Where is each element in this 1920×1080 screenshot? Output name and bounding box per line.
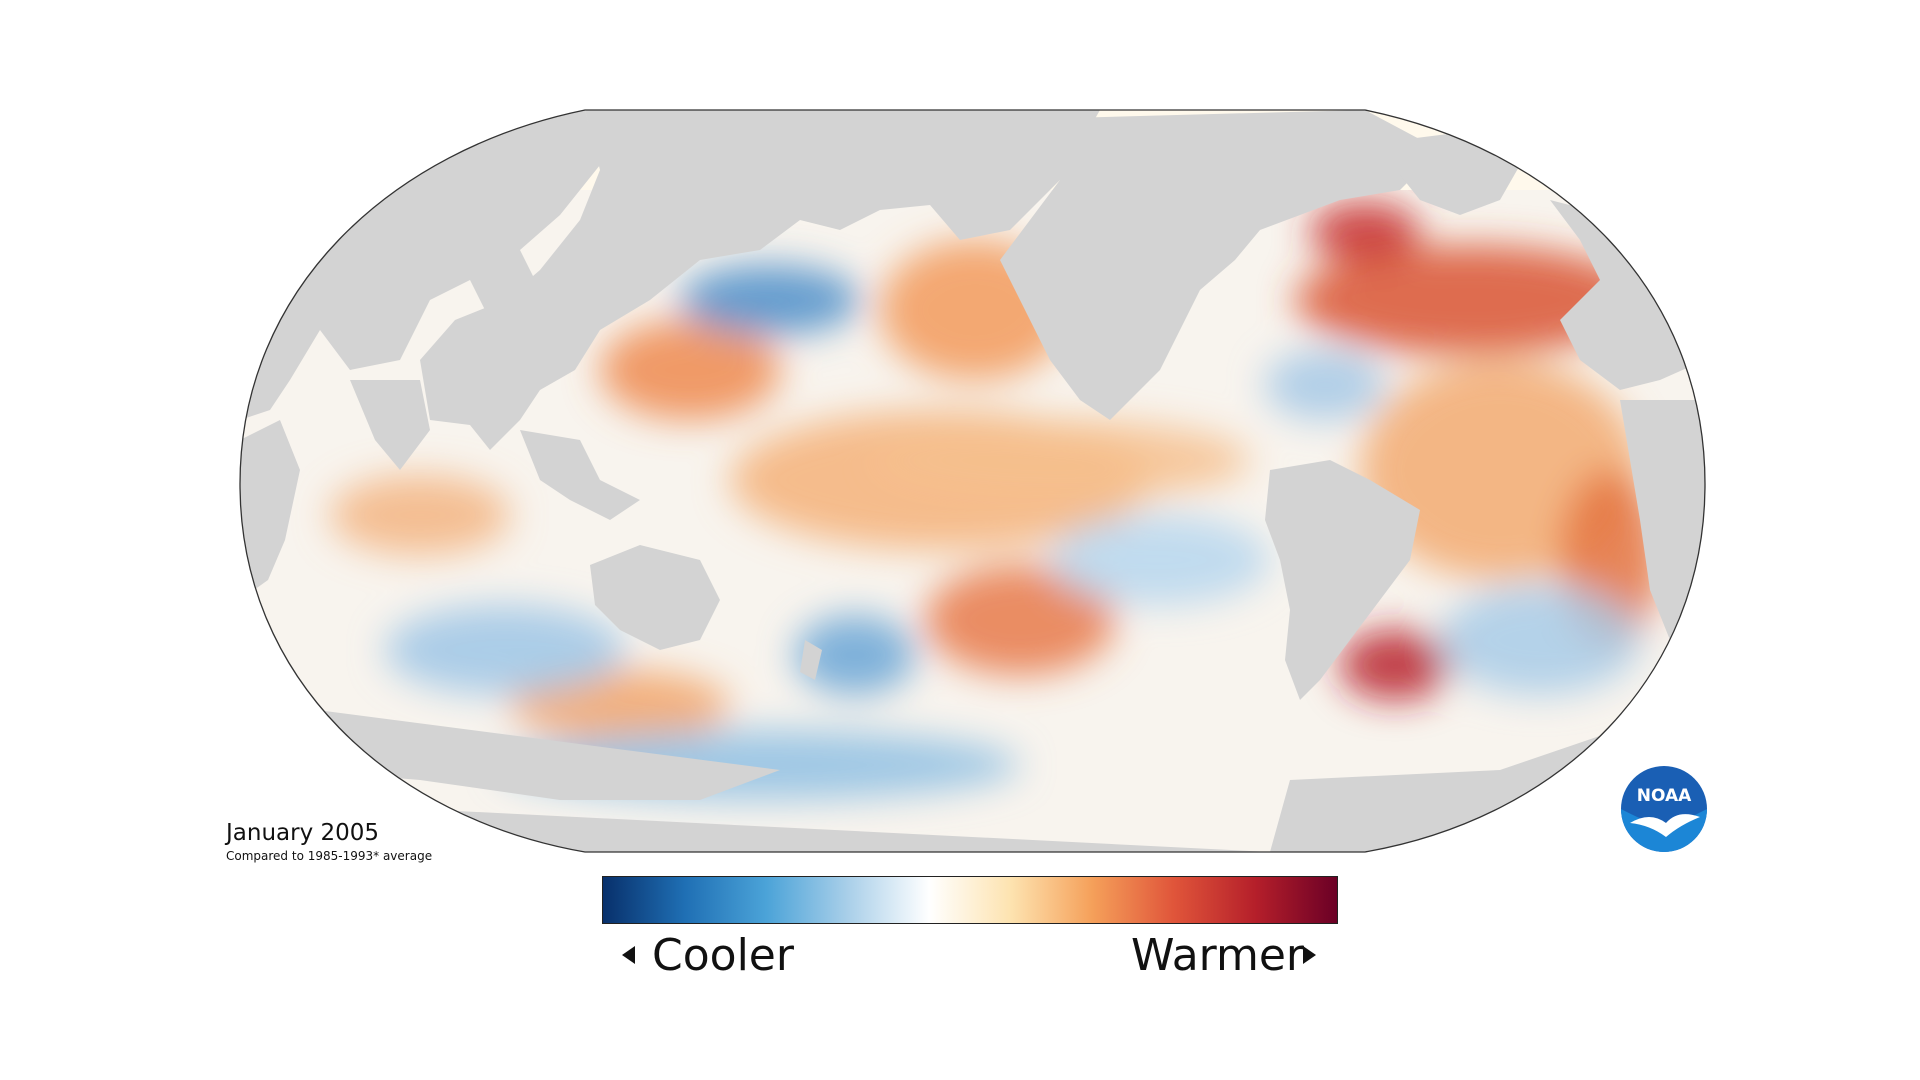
anomaly-south-atlantic-cool: [1440, 585, 1640, 695]
land-masses: [240, 110, 1705, 852]
anomaly-layer: [330, 202, 1660, 800]
globe-outline: [239, 109, 1706, 853]
land-north-america: [990, 110, 1440, 420]
land-asia: [420, 110, 1100, 450]
noaa-logo-icon: NOAA: [1621, 766, 1707, 852]
anomaly-central-pacific-warm-2: [870, 420, 1250, 500]
anomaly-north-atlantic-warm: [1295, 245, 1645, 355]
anomaly-nw-atlantic-cool: [1265, 350, 1385, 420]
map-body: [240, 110, 1705, 852]
land-south-america: [1265, 460, 1420, 700]
anomaly-kuroshio-cool: [680, 265, 860, 335]
anomaly-nw-pacific-warm: [600, 320, 780, 420]
left-arrow-icon: [622, 946, 635, 964]
land-africa-east: [1620, 400, 1705, 640]
land-india: [350, 380, 430, 470]
anomaly-tasman-cool: [795, 615, 915, 695]
anomaly-indian-ocean-cool: [385, 605, 625, 695]
right-arrow-icon: [1303, 946, 1316, 964]
land-se-asia: [520, 430, 640, 520]
anomaly-labrador-sea-warm: [1310, 202, 1420, 262]
anomaly-east-pacific-cool: [1050, 515, 1270, 605]
anomaly-argentine-basin-warm: [1340, 630, 1450, 700]
color-scale-bar: [602, 876, 1338, 924]
noaa-logo-text: NOAA: [1637, 786, 1692, 806]
land-australia: [590, 545, 720, 650]
land-new-zealand: [800, 640, 822, 680]
anomaly-indian-ocean-warm: [330, 475, 510, 555]
caption-title: January 2005: [226, 820, 380, 846]
caption-subtitle: Compared to 1985-1993* average: [226, 849, 433, 863]
legend-warmer-label: Warmer: [1131, 930, 1304, 981]
legend-cooler-label: Cooler: [652, 930, 794, 981]
anomaly-south-pacific-warm: [925, 565, 1115, 675]
land-africa: [240, 420, 300, 600]
